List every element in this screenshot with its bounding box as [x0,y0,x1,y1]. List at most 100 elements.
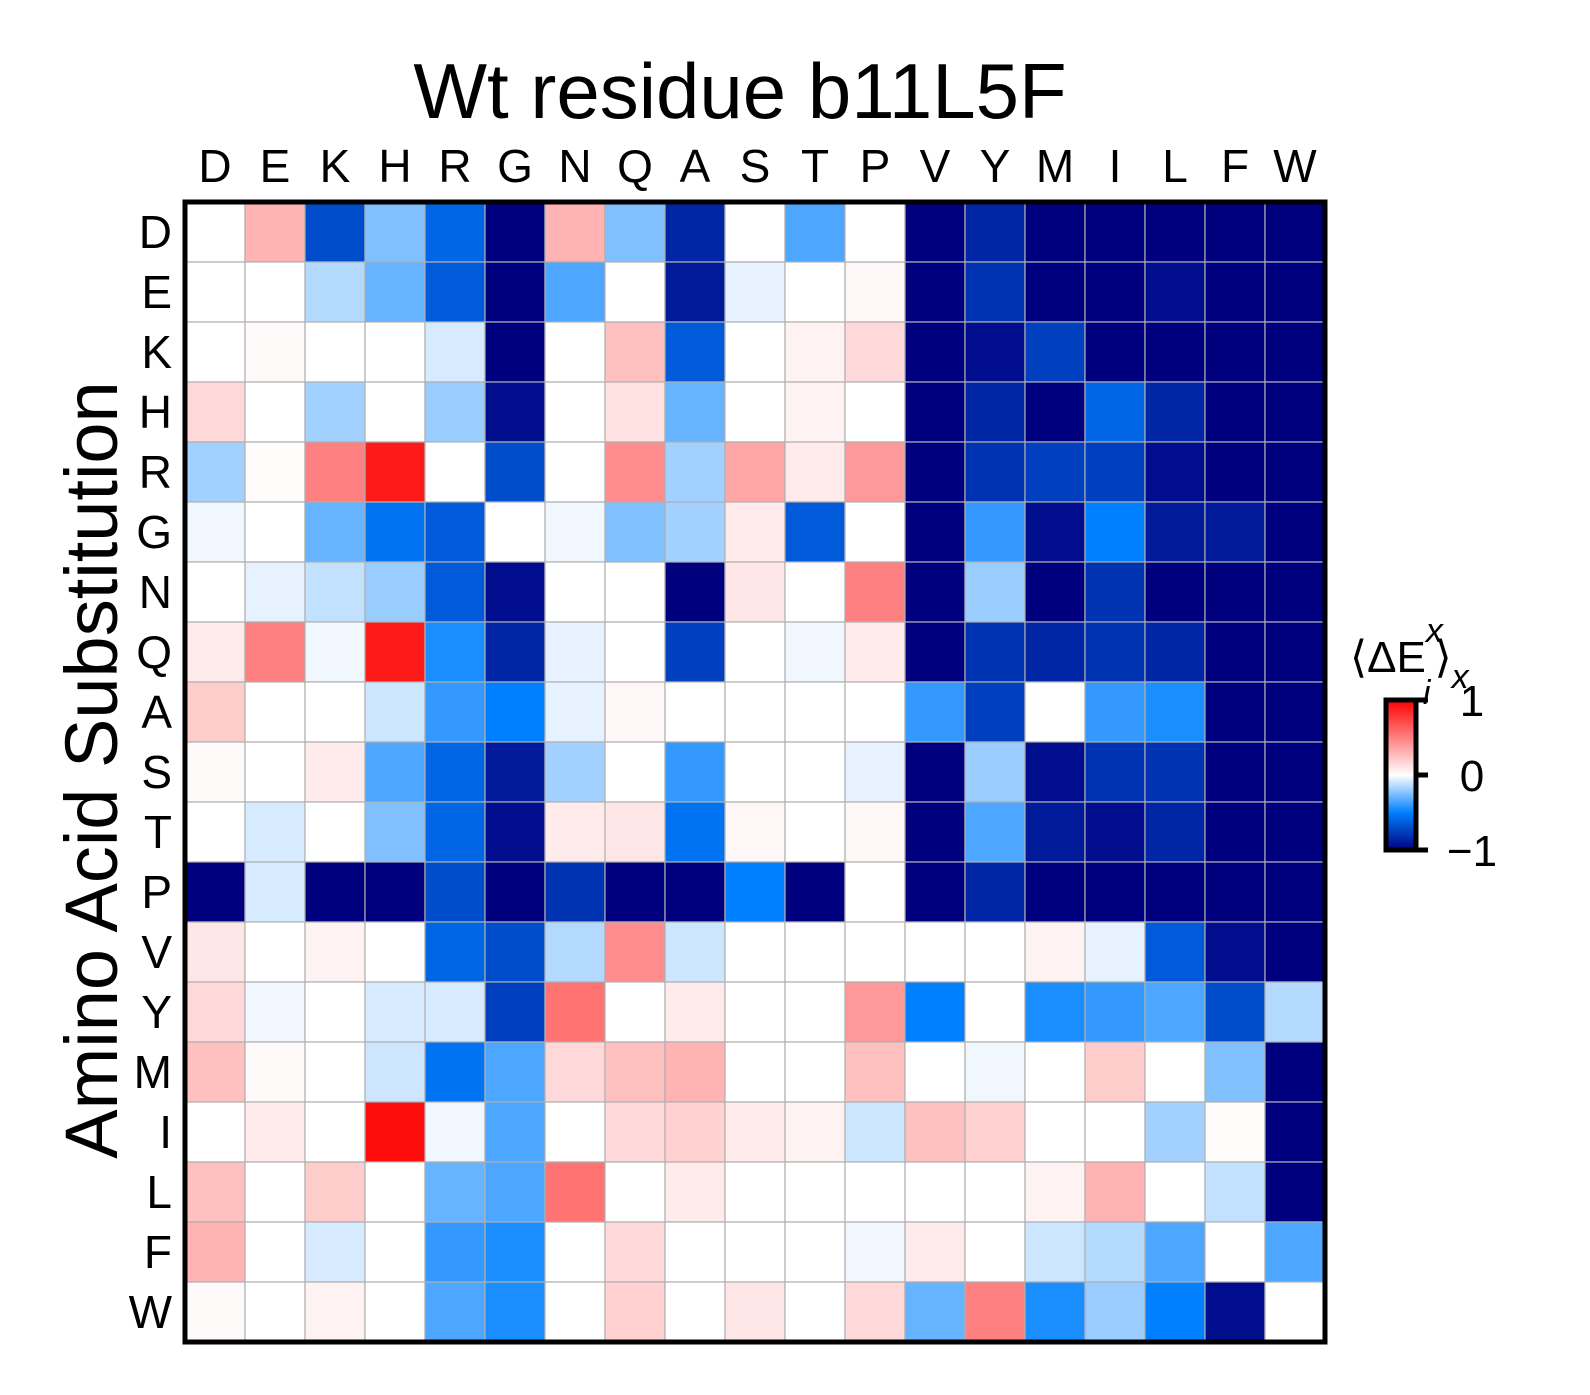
heatmap-cell-P-Y [964,861,1026,923]
heatmap-cell-F-Q [604,1221,666,1283]
heatmap-cell-Y-D [184,981,246,1043]
heatmap-cell-H-H [364,381,426,443]
heatmap-cell-H-S [724,381,786,443]
heatmap-cell-A-M [1024,681,1086,743]
colorbar-ticks: 1 0 −1 [1416,677,1497,876]
heatmap-cell-H-N [544,381,606,443]
heatmap-cell-Q-L [1144,621,1206,683]
heatmap-cell-K-A [664,321,726,383]
heatmap-cell-T-Q [604,801,666,863]
heatmap-cell-M-I [1084,1041,1146,1103]
heatmap-cell-Y-W [1264,981,1326,1043]
heatmap-cell-Q-M [1024,621,1086,683]
heatmap-cell-G-N [544,501,606,563]
y-tick-label-A: A [141,686,172,738]
heatmap-cell-L-S [724,1161,786,1223]
heatmap-cell-P-I [1084,861,1146,923]
heatmap-cell-D-G [484,201,546,263]
heatmap-cell-H-M [1024,381,1086,443]
heatmap-cell-L-F [1204,1161,1266,1223]
heatmap-cell-S-E [244,741,306,803]
heatmap-cell-N-S [724,561,786,623]
heatmap-cell-A-I [1084,681,1146,743]
heatmap-cell-D-R [424,201,486,263]
x-tick-label-Q: Q [617,140,653,192]
heatmap-cell-D-K [304,201,366,263]
heatmap-cell-A-G [484,681,546,743]
heatmap-cell-S-A [664,741,726,803]
heatmap-cell-F-G [484,1221,546,1283]
heatmap-cell-T-F [1204,801,1266,863]
heatmap-cell-S-I [1084,741,1146,803]
heatmap-cell-A-P [844,681,906,743]
heatmap-cell-S-N [544,741,606,803]
heatmap-cell-Q-Q [604,621,666,683]
heatmap-cell-T-I [1084,801,1146,863]
heatmap-cell-F-A [664,1221,726,1283]
heatmap-cell-P-A [664,861,726,923]
y-tick-label-Y: Y [141,986,172,1038]
heatmap-cell-K-W [1264,321,1326,383]
heatmap-cell-R-Q [604,441,666,503]
heatmap-cell-I-R [424,1101,486,1163]
heatmap-cell-F-T [784,1221,846,1283]
heatmap-cell-G-V [904,501,966,563]
heatmap-cell-E-I [1084,261,1146,323]
heatmap-cell-A-W [1264,681,1326,743]
heatmap-cell-S-M [1024,741,1086,803]
heatmap-cell-W-G [484,1281,546,1343]
heatmap-cell-D-Q [604,201,666,263]
heatmap-cell-G-Q [604,501,666,563]
y-tick-label-H: H [139,386,172,438]
heatmap-cell-T-E [244,801,306,863]
heatmap-cell-F-N [544,1221,606,1283]
x-tick-label-T: T [801,140,829,192]
heatmap-cell-V-H [364,921,426,983]
heatmap-cell-L-Q [604,1161,666,1223]
heatmap-cell-P-E [244,861,306,923]
heatmap-cell-F-P [844,1221,906,1283]
heatmap-cell-W-F [1204,1281,1266,1343]
heatmap-cell-F-Y [964,1221,1026,1283]
y-tick-label-F: F [144,1226,172,1278]
heatmap-cell-G-S [724,501,786,563]
heatmap-cell-W-W [1264,1281,1326,1343]
heatmap-cell-A-T [784,681,846,743]
heatmap-cell-Q-G [484,621,546,683]
heatmap-cell-N-A [664,561,726,623]
heatmap-cell-W-R [424,1281,486,1343]
heatmap-cell-D-W [1264,201,1326,263]
heatmap-cell-K-L [1144,321,1206,383]
heatmap-cell-Y-G [484,981,546,1043]
heatmap-cell-T-S [724,801,786,863]
heatmap-cell-R-L [1144,441,1206,503]
heatmap-cell-N-Q [604,561,666,623]
heatmap-cell-W-Q [604,1281,666,1343]
heatmap-cell-L-N [544,1161,606,1223]
y-tick-label-V: V [141,926,172,978]
x-tick-label-F: F [1221,140,1249,192]
heatmap-cell-L-T [784,1161,846,1223]
heatmap-cell-V-P [844,921,906,983]
heatmap-cell-G-I [1084,501,1146,563]
heatmap-cell-M-H [364,1041,426,1103]
heatmap-cell-M-V [904,1041,966,1103]
heatmap-cell-E-S [724,261,786,323]
heatmap-cell-A-Q [604,681,666,743]
y-tick-label-S: S [141,746,172,798]
heatmap-cell-F-K [304,1221,366,1283]
x-tick-label-N: N [558,140,591,192]
heatmap-cell-A-A [664,681,726,743]
heatmap-cell-M-S [724,1041,786,1103]
heatmap-cell-T-T [784,801,846,863]
heatmap-cell-T-G [484,801,546,863]
heatmap-cell-V-F [1204,921,1266,983]
heatmap-cell-Q-W [1264,621,1326,683]
heatmap-cell-V-Y [964,921,1026,983]
heatmap-cell-Y-Y [964,981,1026,1043]
heatmap-cell-Q-I [1084,621,1146,683]
heatmap-cell-I-I [1084,1101,1146,1163]
heatmap-cell-D-S [724,201,786,263]
heatmap-cell-R-V [904,441,966,503]
heatmap-cell-A-F [1204,681,1266,743]
